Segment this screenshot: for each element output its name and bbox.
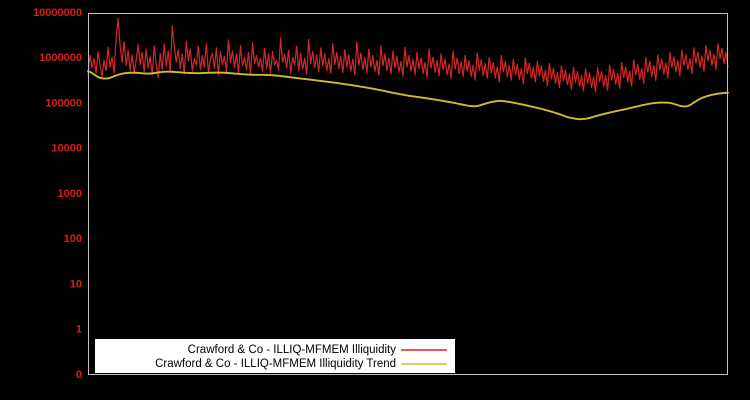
y-axis-tick-label: 10000 xyxy=(51,143,82,155)
y-axis-tick-label: 0 xyxy=(76,369,82,381)
chart-legend[interactable]: Crawford & Co - ILLIQ-MFMEM Illiquidity C… xyxy=(95,339,455,373)
legend-entry-label: Crawford & Co - ILLIQ-MFMEM Illiquidity xyxy=(188,344,397,356)
y-axis-tick-label: 1000000 xyxy=(39,52,82,64)
plot-frame xyxy=(88,13,728,375)
y-axis-tick-label: 1 xyxy=(76,324,82,336)
y-axis-tick-label: 100 xyxy=(64,233,82,245)
series-illiquidity xyxy=(87,17,729,93)
y-axis-tick-label: 10000000 xyxy=(33,7,82,19)
y-axis-tick-label: 10 xyxy=(70,278,82,290)
y-axis-tick-label: 1000 xyxy=(58,188,82,200)
legend-entry-label: Crawford & Co - ILLIQ-MFMEM Illiquidity … xyxy=(155,358,396,370)
legend-background xyxy=(95,339,455,373)
y-axis-tick-label: 100000 xyxy=(45,97,82,109)
series-illiquidity-trend xyxy=(87,70,729,121)
data-series-group xyxy=(87,17,729,121)
